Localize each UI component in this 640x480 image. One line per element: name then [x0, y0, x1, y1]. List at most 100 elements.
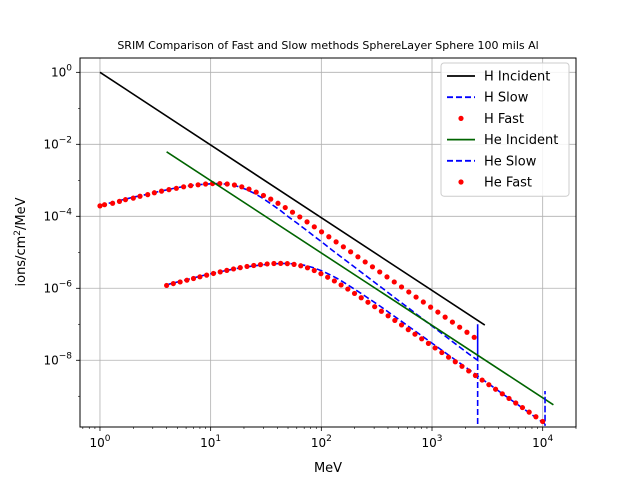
- h-fast-point: [457, 324, 463, 330]
- h-fast-point: [449, 319, 456, 325]
- y-tick-label-base: 10: [43, 209, 58, 223]
- he-fast-point: [452, 359, 458, 365]
- h-fast-point: [406, 289, 412, 295]
- he-fast-point: [278, 260, 284, 266]
- he-fast-point: [419, 336, 425, 342]
- he-fast-point: [338, 282, 344, 288]
- he-fast-point: [445, 354, 452, 360]
- he-fast-point: [526, 409, 532, 415]
- x-tick-label: 101: [200, 434, 221, 450]
- x-tick-label: 104: [532, 434, 553, 450]
- h-fast-point: [311, 224, 317, 230]
- h-slow-line: [99, 182, 479, 426]
- x-tick-label-exp: 3: [437, 434, 443, 444]
- x-tick-label: 100: [89, 434, 110, 450]
- h-fast-point: [268, 196, 274, 202]
- he-fast-point: [492, 386, 499, 392]
- he-fast-point: [425, 340, 432, 346]
- he-fast-point: [499, 391, 505, 397]
- y-tick-label-exp: −2: [59, 135, 72, 145]
- y-tick-label-base: 10: [43, 353, 58, 367]
- plot-area: [97, 71, 554, 426]
- he-fast-point: [351, 290, 358, 297]
- h-fast-point: [202, 181, 209, 187]
- he-fast-point: [311, 267, 317, 274]
- h-fast-point: [471, 334, 477, 340]
- he-fast-point: [398, 322, 405, 328]
- he-fast-point: [479, 377, 485, 383]
- h-fast-point: [435, 309, 441, 315]
- he-fast-point: [392, 317, 398, 324]
- he-fast-point: [164, 282, 170, 289]
- h-fast-point: [369, 264, 376, 270]
- he-fast-point: [271, 260, 277, 267]
- h-fast-point: [420, 299, 426, 305]
- y-tick-label-exp: 0: [66, 63, 72, 73]
- y-tick-label-exp: −6: [59, 279, 73, 289]
- he-fast-point: [378, 308, 384, 314]
- h-fast-point: [158, 188, 165, 194]
- y-tick-label: 10−2: [43, 135, 72, 151]
- he-fast-point: [540, 418, 546, 425]
- h-fast-point: [362, 259, 368, 265]
- h-fast-point: [340, 244, 346, 250]
- x-tick-label-base: 10: [532, 436, 547, 450]
- x-tick-label-exp: 4: [547, 434, 553, 444]
- he-fast-point: [486, 382, 492, 388]
- y-tick-label-base: 10: [43, 281, 58, 295]
- x-tick-label: 102: [311, 434, 332, 450]
- x-tick-label-exp: 2: [326, 434, 332, 444]
- he-fast-legend-marker: [458, 179, 464, 185]
- h-incident-line: [99, 71, 486, 326]
- he-fast-point: [170, 280, 176, 287]
- y-tick-label-base: 10: [43, 137, 58, 151]
- plot-frame: [79, 57, 577, 428]
- h-fast-point: [97, 203, 103, 209]
- y-tick-label: 100: [51, 63, 72, 79]
- he-fast-point: [304, 265, 311, 271]
- legend-label: He Slow: [484, 154, 537, 169]
- he-fast-point: [519, 404, 526, 411]
- y-tick-label-base: 10: [51, 65, 66, 79]
- he-incident-line: [166, 151, 554, 406]
- chart-title: SRIM Comparison of Fast and Slow methods…: [117, 39, 538, 52]
- h-fast-point: [166, 187, 172, 193]
- he-fast-point: [432, 345, 438, 351]
- h-fast-point: [326, 234, 332, 240]
- legend-label: H Incident: [484, 70, 550, 85]
- h-fast-point: [384, 274, 390, 280]
- he-fast-point: [466, 368, 472, 374]
- h-fast-point: [246, 186, 252, 192]
- x-tick-label-base: 10: [421, 436, 436, 450]
- h-fast-point: [348, 249, 354, 255]
- he-fast-point: [372, 304, 378, 310]
- h-fast-point: [355, 254, 361, 260]
- x-tick-label: 103: [421, 434, 442, 450]
- he-fast-point: [244, 263, 250, 270]
- h-fast-point: [253, 189, 259, 195]
- h-fast-point: [188, 183, 194, 189]
- he-fast-point: [224, 267, 230, 273]
- he-fast-point: [439, 349, 445, 356]
- y-axis-label-sup: 2: [13, 230, 23, 236]
- he-fast-point: [264, 261, 270, 267]
- h-fast-point: [130, 195, 136, 201]
- h-fast-point: [173, 185, 179, 191]
- x-tick-label-exp: 1: [215, 434, 221, 444]
- h-fast-legend-marker: [458, 115, 464, 121]
- he-fast-point: [177, 279, 183, 285]
- h-fast-point: [195, 182, 201, 188]
- h-fast-point: [377, 269, 383, 275]
- he-fast-series: [164, 260, 546, 425]
- h-fast-point: [318, 229, 325, 235]
- h-fast-point: [282, 204, 288, 211]
- x-tick-label-base: 10: [89, 436, 104, 450]
- h-fast-point: [116, 198, 123, 204]
- he-fast-point: [184, 277, 190, 283]
- y-tick-label: 10−8: [43, 351, 72, 367]
- he-fast-point: [331, 278, 337, 284]
- h-fast-point: [289, 209, 296, 215]
- legend: H Incident H Slow H Fast He Incident He Slow…: [440, 62, 570, 197]
- he-fast-point: [365, 299, 371, 305]
